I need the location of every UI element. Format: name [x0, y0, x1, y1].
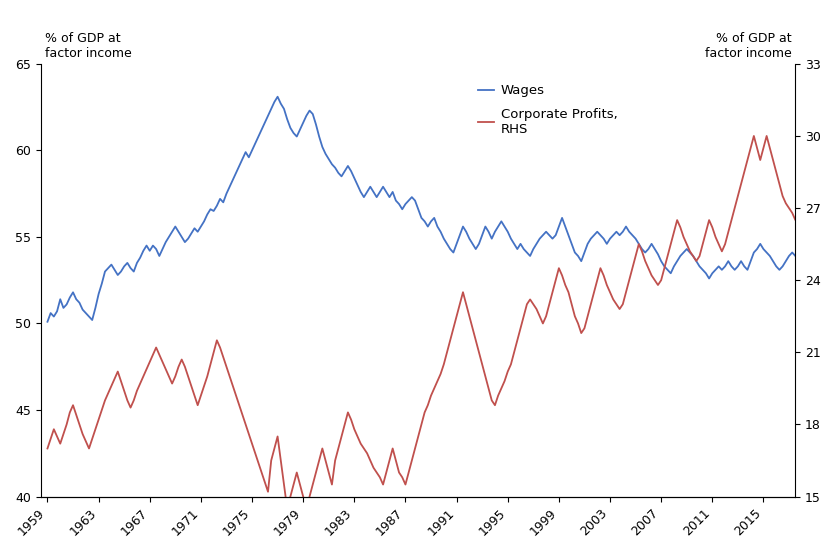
Text: % of GDP at
factor income: % of GDP at factor income — [45, 32, 131, 60]
Text: % of GDP at
factor income: % of GDP at factor income — [705, 32, 792, 60]
Legend: Wages, Corporate Profits,
RHS: Wages, Corporate Profits, RHS — [473, 79, 623, 141]
